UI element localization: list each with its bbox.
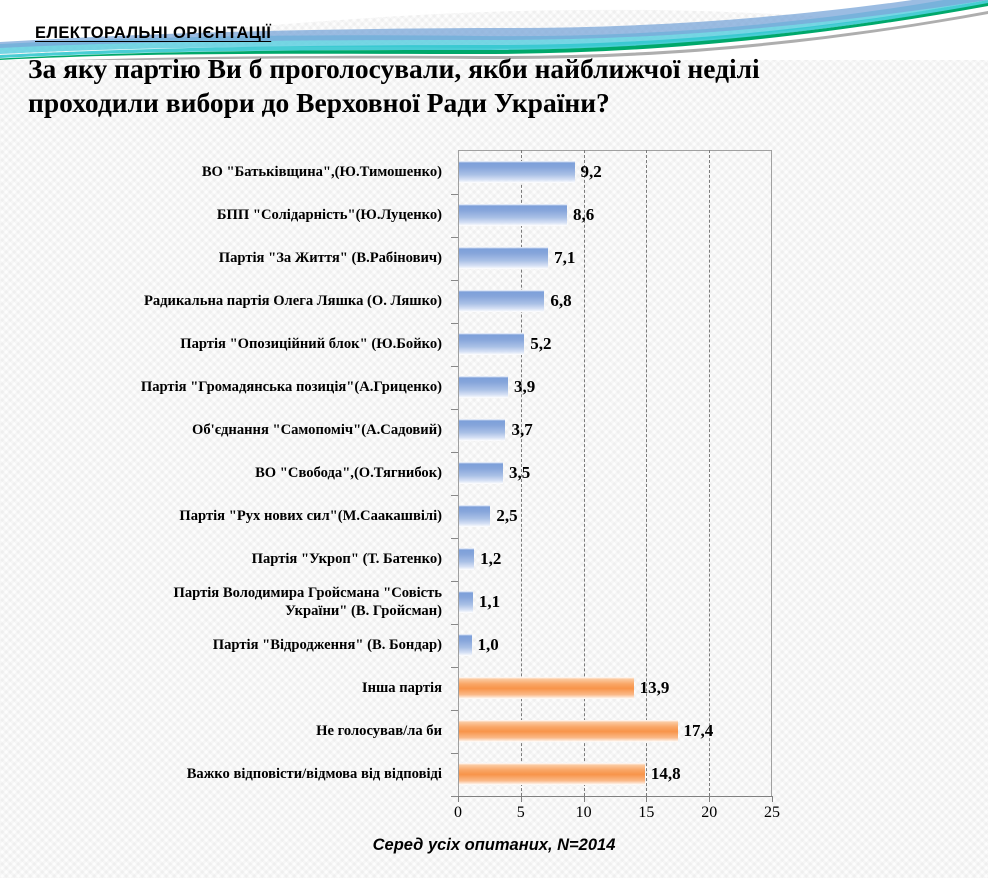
gridline-5 bbox=[520, 150, 522, 796]
y-axis-category-tick bbox=[451, 236, 458, 238]
bar bbox=[459, 505, 491, 527]
category-label: Партія "Відродження" (В. Бондар) bbox=[212, 637, 442, 653]
gridline-10 bbox=[583, 150, 585, 796]
x-axis-tick-10 bbox=[583, 796, 585, 802]
x-axis-tick-label: 15 bbox=[638, 804, 655, 821]
y-axis-category-tick bbox=[451, 666, 458, 668]
slide-kicker: ЕЛЕКТОРАЛЬНІ ОРІЄНТАЦІЇ bbox=[35, 24, 272, 42]
chart-footnote: Серед усіх опитаних, N=2014 bbox=[372, 836, 616, 854]
category-label: Партія "Громадянська позиція"(А.Гриценко… bbox=[140, 379, 442, 395]
x-axis-tick-label: 0 bbox=[454, 804, 462, 821]
gridline-15 bbox=[646, 150, 648, 796]
bar-chart: 0 5 10 15 20 25 ВО "Батьківщина",(Ю.Тимошенко… bbox=[0, 140, 988, 878]
bar bbox=[459, 419, 506, 441]
bar bbox=[459, 376, 508, 398]
bar-value-label: 3,9 bbox=[513, 377, 536, 396]
bar bbox=[459, 290, 545, 312]
bar-value-label: 3,7 bbox=[511, 420, 533, 439]
category-label: БПП "Солідарність"(Ю.Луценко) bbox=[216, 207, 442, 223]
bar bbox=[459, 720, 678, 742]
bar bbox=[459, 161, 575, 183]
y-axis-category-tick bbox=[451, 451, 458, 453]
y-axis-category-tick bbox=[451, 580, 458, 582]
y-axis-category-tick bbox=[451, 408, 458, 410]
x-axis-tick-label: 25 bbox=[764, 804, 780, 821]
y-axis-category-tick bbox=[451, 537, 458, 539]
category-label: Об'єднання "Самопоміч"(А.Садовий) bbox=[192, 422, 442, 438]
category-label: Партія Володимира Гройсмана "Совість Укр… bbox=[173, 585, 442, 619]
bar bbox=[459, 462, 503, 484]
bar bbox=[459, 247, 549, 269]
y-axis-category-tick bbox=[451, 795, 458, 797]
slide-headline: За яку партію Ви б проголосували, якби н… bbox=[28, 53, 760, 118]
x-axis-tick-label: 5 bbox=[516, 804, 525, 821]
category-label: ВО "Свобода",(О.Тягнибок) bbox=[255, 465, 442, 481]
bar bbox=[459, 204, 568, 226]
y-axis-category-tick bbox=[451, 709, 458, 711]
y-axis-category-tick bbox=[451, 322, 458, 324]
y-axis-category-tick bbox=[451, 752, 458, 754]
bar-value-label: 1,2 bbox=[480, 549, 502, 568]
x-axis-tick-5 bbox=[520, 796, 522, 802]
x-axis-line bbox=[458, 796, 772, 797]
bar-value-label: 2,5 bbox=[496, 506, 518, 525]
x-axis-tick-20 bbox=[709, 796, 711, 802]
bar-value-label: 5,2 bbox=[530, 334, 552, 353]
x-axis-tick-label: 10 bbox=[575, 804, 592, 821]
x-axis-tick-25 bbox=[772, 796, 773, 802]
category-label: Не голосував/ла би bbox=[316, 723, 442, 739]
bar bbox=[459, 591, 473, 613]
category-label: Партія "Рух нових сил"(М.Саакашвілі) bbox=[179, 508, 442, 524]
bar-value-label: 1,1 bbox=[478, 592, 501, 611]
bar-value-label: 9,2 bbox=[580, 162, 602, 181]
y-axis-category-tick bbox=[451, 494, 458, 496]
category-label: Інша партія bbox=[361, 680, 442, 696]
gridline-20 bbox=[709, 150, 711, 796]
bar bbox=[459, 677, 634, 699]
bar-value-label: 17,4 bbox=[683, 721, 714, 740]
x-axis-tick-15 bbox=[646, 796, 648, 802]
category-label: Партія "Укроп" (Т. Батенко) bbox=[251, 551, 442, 567]
x-axis-tick-label: 20 bbox=[701, 804, 718, 821]
y-axis-category-tick bbox=[451, 623, 458, 625]
bar bbox=[459, 763, 645, 785]
bar-value-label: 14,8 bbox=[650, 764, 681, 783]
bar-value-label: 6,8 bbox=[550, 291, 572, 310]
category-label: Радикальна партія Олега Ляшка (О. Ляшко) bbox=[143, 293, 442, 309]
category-label: ВО "Батьківщина",(Ю.Тимошенко) bbox=[201, 164, 442, 180]
bar bbox=[459, 634, 472, 656]
bar-value-label: 1,0 bbox=[477, 635, 499, 654]
bar bbox=[459, 548, 475, 570]
bar bbox=[459, 333, 525, 355]
x-axis-tick-0 bbox=[458, 796, 459, 802]
y-axis-category-tick bbox=[451, 193, 458, 195]
category-label: Партія "Опозиційний блок" (Ю.Бойко) bbox=[180, 336, 442, 352]
bar-value-label: 3,5 bbox=[508, 463, 531, 482]
category-label: Важко відповісти/відмова від відповіді bbox=[186, 766, 442, 782]
plot-area-frame bbox=[458, 150, 772, 796]
y-axis-category-tick bbox=[451, 365, 458, 367]
y-axis-category-tick bbox=[451, 279, 458, 281]
bar-value-label: 13,9 bbox=[639, 678, 670, 697]
bar-value-label: 8,6 bbox=[573, 205, 595, 224]
category-label: Партія "За Життя" (В.Рабінович) bbox=[218, 250, 442, 266]
bar-value-label: 7,1 bbox=[554, 248, 576, 267]
